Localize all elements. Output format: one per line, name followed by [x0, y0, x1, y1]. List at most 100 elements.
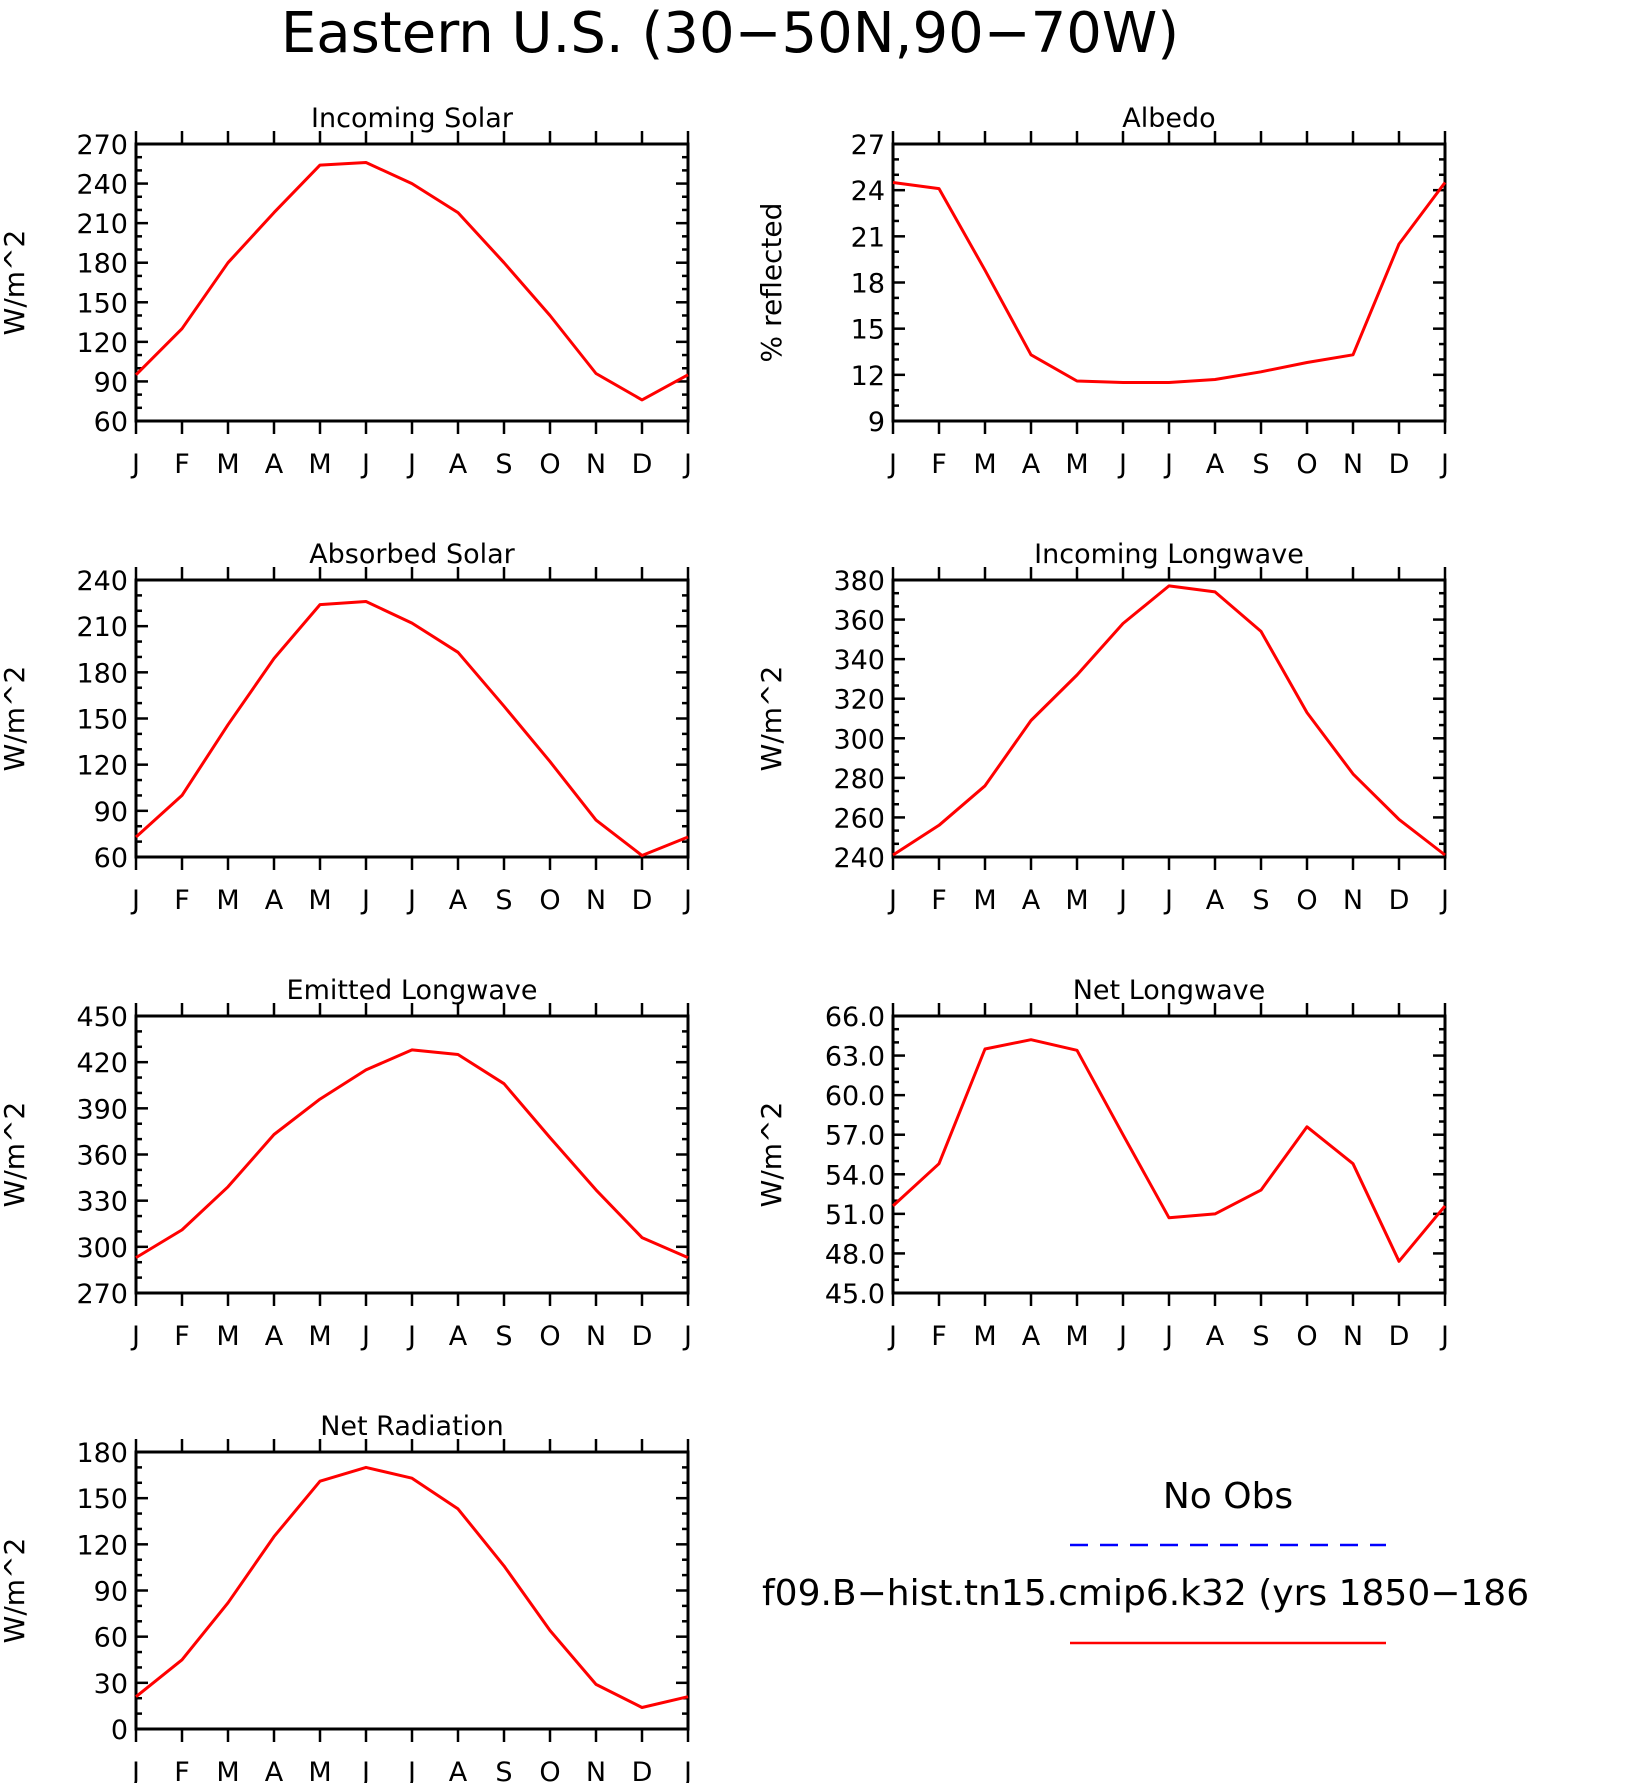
x-tick-label: J	[406, 885, 416, 916]
x-tick-label: J	[130, 1757, 140, 1783]
x-tick-label: J	[1117, 1321, 1127, 1352]
y-tick-label: 66.0	[825, 1002, 885, 1033]
y-tick-label: 90	[94, 797, 128, 828]
y-tick-label: 21	[851, 222, 885, 253]
x-tick-label: M	[308, 449, 331, 480]
figure-title: Eastern U.S. (30−50N,90−70W)	[281, 1, 1179, 66]
y-tick-label: 60	[94, 407, 128, 438]
y-axis-label: W/m^2	[0, 666, 31, 772]
panel-title: Emitted Longwave	[287, 975, 538, 1006]
y-tick-label: 210	[76, 209, 128, 240]
x-tick-label: F	[174, 449, 190, 480]
chart-panel-3: Incoming Longwave W/m^2 240 260 280 300 320 340…	[755, 539, 1449, 916]
panel-title: Net Radiation	[320, 1411, 504, 1442]
y-tick-label: 51.0	[825, 1200, 885, 1231]
x-tick-label: A	[449, 1757, 468, 1783]
y-tick-label: 120	[76, 328, 128, 359]
x-tick-label: N	[586, 1321, 606, 1352]
y-tick-label: 60	[94, 1623, 128, 1654]
x-tick-label: F	[931, 1321, 947, 1352]
chart-panel-4: Emitted Longwave W/m^2 270 300 330 360 390 420 4…	[0, 975, 692, 1352]
y-tick-label: 180	[76, 1438, 128, 1469]
x-tick-label: A	[265, 885, 284, 916]
y-tick-label: 150	[76, 705, 128, 736]
y-tick-label: 45.0	[825, 1279, 885, 1310]
x-tick-label: S	[495, 885, 512, 916]
x-tick-label: J	[682, 1757, 692, 1783]
x-tick-label: N	[586, 885, 606, 916]
x-tick-label: J	[887, 1321, 897, 1352]
panel-title: Albedo	[1122, 103, 1215, 134]
x-tick-label: J	[360, 1757, 370, 1783]
x-tick-label: N	[1343, 449, 1363, 480]
x-tick-label: M	[973, 449, 996, 480]
panel-title: Incoming Solar	[311, 103, 514, 134]
x-tick-label: O	[539, 1757, 560, 1783]
x-tick-label: F	[174, 885, 190, 916]
y-tick-label: 24	[851, 176, 885, 207]
chart-panel-0: Incoming Solar W/m^2 60 90 120 150 180 210 240 27…	[0, 103, 692, 480]
x-tick-label: M	[973, 885, 996, 916]
panel-title: Net Longwave	[1073, 975, 1266, 1006]
x-tick-label: A	[1022, 1321, 1041, 1352]
x-tick-label: J	[1163, 449, 1173, 480]
x-tick-label: D	[1389, 885, 1410, 916]
x-tick-label: A	[1206, 449, 1225, 480]
y-tick-label: 57.0	[825, 1121, 885, 1152]
y-tick-label: 60	[94, 843, 128, 874]
x-tick-label: D	[632, 1757, 653, 1783]
x-tick-label: N	[1343, 1321, 1363, 1352]
x-tick-label: M	[1065, 1321, 1088, 1352]
series-line	[135, 1048, 689, 1259]
y-tick-label: 90	[94, 367, 128, 398]
y-tick-label: 330	[76, 1187, 128, 1218]
x-tick-label: M	[973, 1321, 996, 1352]
x-tick-label: A	[1206, 1321, 1225, 1352]
y-tick-label: 180	[76, 249, 128, 280]
series-line	[134, 600, 689, 857]
y-tick-label: 320	[833, 685, 885, 716]
x-tick-label: M	[308, 885, 331, 916]
plot-frame	[891, 142, 1447, 423]
x-tick-label: M	[308, 1757, 331, 1783]
y-tick-label: 12	[851, 361, 885, 392]
x-tick-label: S	[495, 1757, 512, 1783]
legend-model-label: f09.B−hist.tn15.cmip6.k32 (yrs 1850−186	[762, 1573, 1529, 1614]
y-axis-label: W/m^2	[0, 1538, 31, 1644]
x-tick-label: O	[539, 885, 560, 916]
y-tick-label: 120	[76, 1530, 128, 1561]
y-tick-label: 60.0	[825, 1081, 885, 1112]
y-tick-label: 54.0	[825, 1160, 885, 1191]
x-tick-label: O	[539, 1321, 560, 1352]
x-tick-label: N	[586, 1757, 606, 1783]
y-tick-label: 270	[76, 1279, 128, 1310]
x-tick-label: M	[216, 885, 239, 916]
x-tick-label: F	[931, 885, 947, 916]
x-tick-label: J	[887, 449, 897, 480]
chart-panel-5: Net Longwave W/m^2 45.0 48.0 51.0 54.0 57.0 60.…	[755, 975, 1449, 1352]
x-tick-label: J	[1163, 1321, 1173, 1352]
x-tick-label: F	[174, 1321, 190, 1352]
y-axis-label: W/m^2	[0, 230, 31, 336]
x-tick-label: D	[1389, 449, 1410, 480]
x-tick-label: O	[1296, 885, 1317, 916]
x-tick-label: A	[1206, 885, 1225, 916]
x-tick-label: J	[130, 449, 140, 480]
y-tick-label: 150	[76, 288, 128, 319]
x-tick-label: J	[1163, 885, 1173, 916]
x-tick-label: J	[406, 449, 416, 480]
x-tick-label: J	[1439, 885, 1449, 916]
legend: No Obs f09.B−hist.tn15.cmip6.k32 (yrs 18…	[762, 1476, 1529, 1645]
x-tick-label: J	[1117, 449, 1127, 480]
y-tick-label: 0	[111, 1715, 128, 1746]
x-tick-label: S	[495, 449, 512, 480]
y-tick-label: 210	[76, 612, 128, 643]
y-tick-label: 63.0	[825, 1042, 885, 1073]
x-tick-label: M	[216, 1321, 239, 1352]
x-tick-label: J	[406, 1321, 416, 1352]
x-tick-label: A	[265, 449, 284, 480]
y-tick-label: 280	[833, 764, 885, 795]
x-tick-label: A	[1022, 885, 1041, 916]
